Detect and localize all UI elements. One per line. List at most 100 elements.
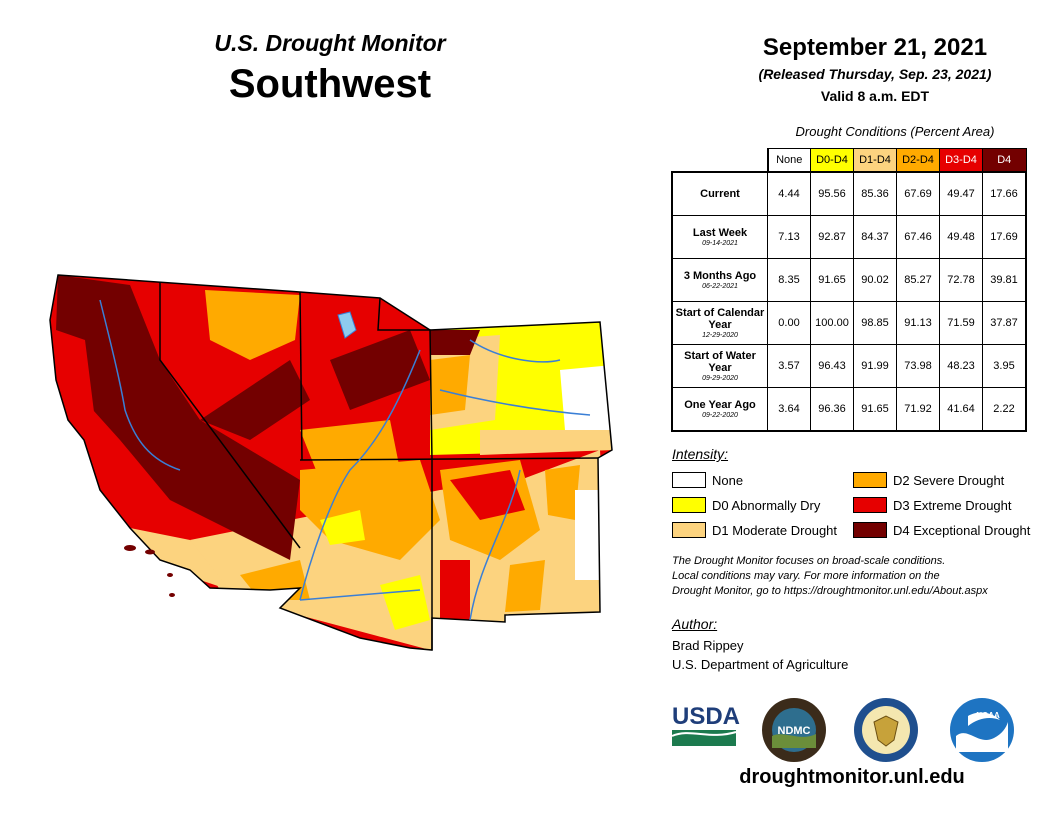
d4-california-area — [56, 275, 300, 560]
column-header: D0-D4 — [810, 148, 854, 173]
table-cell: 100.00 — [810, 301, 854, 345]
drought-conditions-table: None D0-D4 D1-D4 D2-D4 D3-D4 D4 Current 4.44 95… — [671, 148, 1027, 432]
legend-item: D0 Abnormally Dry — [672, 497, 820, 513]
d2-colorado-west — [430, 355, 470, 415]
table-row: 3 Months Ago 06-22-2021 8.35 91.65 90.02 85.2… — [671, 258, 1027, 302]
island — [145, 549, 155, 555]
eagle-shield-icon — [873, 715, 899, 747]
table-cell: 67.46 — [896, 215, 940, 259]
row-label-text: Start of Water Year — [684, 349, 756, 374]
column-header: D4 — [982, 148, 1027, 173]
table-cell: 73.98 — [896, 344, 940, 388]
row-date: 12-29-2020 — [702, 331, 738, 339]
usda-logo-band — [672, 730, 736, 746]
island — [167, 573, 173, 577]
table-cell: 91.99 — [853, 344, 897, 388]
commerce-seal-logo — [854, 698, 918, 762]
d1-colorado-south — [480, 430, 612, 455]
table-cell: 91.65 — [810, 258, 854, 302]
legend-swatch — [672, 522, 706, 538]
rivers — [99, 299, 591, 621]
column-header: None — [766, 148, 811, 173]
d1-socal-area — [130, 528, 230, 590]
great-salt-lake — [337, 311, 357, 339]
d4-utah-area — [330, 330, 430, 410]
row-label-text: One Year Ago — [684, 398, 756, 411]
table-cell: 95.56 — [810, 171, 854, 216]
usda-logo: USDA — [671, 703, 740, 746]
table-cell: 3.57 — [767, 344, 811, 388]
legend-label: D2 Severe Drought — [893, 472, 1005, 488]
row-label-text: Current — [700, 188, 740, 200]
legend-swatch — [853, 522, 887, 538]
river-sacramento — [99, 299, 181, 471]
table-cell: 48.23 — [939, 344, 983, 388]
table-cell: 0.00 — [767, 301, 811, 345]
legend-item: D3 Extreme Drought — [853, 497, 1012, 513]
legend-item: D1 Moderate Drought — [672, 522, 837, 538]
d3-california-coast — [56, 330, 95, 440]
table-row: Start of Calendar Year 12-29-2020 0.00 100.… — [671, 301, 1027, 345]
table-cell: 37.87 — [982, 301, 1027, 345]
ndmc-logo-text: NDMC — [778, 725, 811, 737]
table-cell: 67.69 — [896, 171, 940, 216]
table-cell: 49.48 — [939, 215, 983, 259]
row-label: Start of Water Year 09-29-2020 — [671, 344, 768, 388]
map-date: September 21, 2021 — [762, 34, 988, 61]
noaa-logo-text: NOAA — [976, 711, 1000, 720]
drought-monitor-note: The Drought Monitor focuses on broad-sca… — [672, 554, 1042, 599]
author-organization: U.S. Department of Agriculture — [672, 657, 849, 672]
d0-arizona-patch — [380, 575, 430, 630]
drought-areas — [50, 275, 612, 650]
legend-label: D3 Extreme Drought — [893, 497, 1012, 513]
table-cell: 98.85 — [853, 301, 897, 345]
row-label: One Year Ago 09-22-2020 — [671, 387, 768, 432]
table-cell: 71.92 — [896, 387, 940, 432]
legend-swatch — [672, 472, 706, 488]
channel-islands — [124, 545, 175, 597]
ndmc-logo: NDMC — [762, 698, 826, 762]
table-row: Last Week 09-14-2021 7.13 92.87 84.37 67.46 49… — [671, 215, 1027, 259]
table-corner — [672, 149, 768, 173]
table-cell: 84.37 — [853, 215, 897, 259]
table-header-row: None D0-D4 D1-D4 D2-D4 D3-D4 D4 — [672, 148, 1027, 173]
region-outline — [49, 274, 613, 651]
row-label: 3 Months Ago 06-22-2021 — [671, 258, 768, 302]
legend-item: D4 Exceptional Drought — [853, 522, 1030, 538]
note-line: Local conditions may vary. For more info… — [672, 570, 940, 582]
river-arkansas — [439, 389, 591, 416]
release-date: (Released Thursday, Sep. 23, 2021) — [758, 66, 992, 82]
row-label-text: Last Week — [692, 226, 748, 239]
utah-colorado-border — [377, 297, 433, 461]
row-label-text: 3 Months Ago — [683, 269, 757, 282]
river-colorado — [299, 349, 421, 601]
column-header: D1-D4 — [853, 148, 897, 173]
table-caption: Drought Conditions (Percent Area) — [795, 124, 995, 139]
row-date: 09-14-2021 — [702, 239, 738, 247]
valid-time: Valid 8 a.m. EDT — [820, 88, 930, 104]
author-heading: Author: — [672, 616, 718, 632]
state-boundaries — [49, 274, 613, 651]
island — [124, 545, 136, 551]
river-rio-grande — [469, 469, 521, 621]
d3-nm-south-area — [440, 560, 470, 630]
d2-nm-southeast-area — [505, 560, 545, 612]
nevada-utah-border — [299, 291, 303, 461]
d2-utah-south — [300, 420, 400, 480]
row-date: 06-22-2021 — [702, 282, 738, 290]
table-cell: 85.27 — [896, 258, 940, 302]
footer-url[interactable]: droughtmonitor.unl.edu — [739, 766, 965, 788]
table-cell: 17.69 — [982, 215, 1027, 259]
four-corners-line — [299, 457, 599, 461]
legend-label: D4 Exceptional Drought — [893, 522, 1031, 538]
legend-swatch — [853, 472, 887, 488]
legend-label: None — [712, 472, 744, 488]
table-body: Current 4.44 95.56 85.36 67.69 49.47 17.66 Last… — [671, 171, 1027, 432]
row-label-text: Start of Calendar Year — [675, 306, 765, 331]
table-cell: 41.64 — [939, 387, 983, 432]
drought-map — [49, 274, 613, 651]
legend-item: None — [672, 472, 743, 488]
noaa-bird-icon — [968, 712, 1000, 726]
river-gila — [299, 589, 421, 601]
table-cell: 92.87 — [810, 215, 854, 259]
